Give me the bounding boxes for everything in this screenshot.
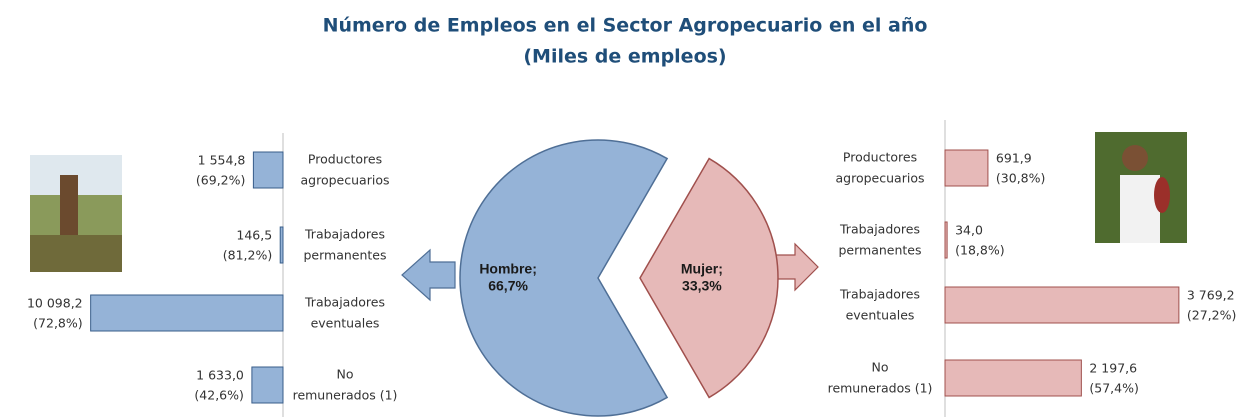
share-label: (27,2%) (1187, 308, 1236, 323)
slice-value-label: 33,3% (682, 278, 722, 294)
value-label: 1 633,0 (196, 368, 244, 383)
share-label: (81,2%) (223, 248, 272, 263)
share-label: (42,6%) (194, 388, 243, 403)
slice-name: Mujer; (681, 261, 723, 277)
bar (279, 226, 284, 264)
value-label: 3 769,2 (1187, 288, 1235, 303)
share-label: (57,4%) (1089, 381, 1138, 396)
category-label: No (872, 360, 889, 375)
category-label: remunerados (1) (293, 388, 398, 403)
bar (944, 359, 1082, 397)
category-label: Trabajadores (304, 295, 385, 310)
value-label: 2 197,6 (1089, 361, 1137, 376)
value-label: 146,5 (236, 228, 272, 243)
subtitle: (Miles de empleos) (523, 46, 726, 68)
arrow-right (774, 242, 819, 292)
title: Número de Empleos en el Sector Agropecua… (323, 15, 928, 37)
category-label: permanentes (838, 243, 921, 258)
share-label: (72,8%) (33, 316, 82, 331)
photo-man (30, 155, 122, 272)
category-label: Trabajadores (839, 222, 920, 237)
category-label: eventuales (311, 316, 380, 331)
category-label: eventuales (846, 308, 915, 323)
bar (944, 286, 1180, 324)
category-label: remunerados (1) (828, 381, 933, 396)
share-label: (18,8%) (955, 243, 1004, 258)
bar (90, 294, 284, 332)
value-label: 34,0 (955, 223, 983, 238)
value-label: 1 554,8 (198, 153, 246, 168)
category-label: No (337, 367, 354, 382)
bar (252, 151, 284, 189)
category-label: permanentes (303, 248, 386, 263)
value-label: 691,9 (996, 151, 1032, 166)
pie-slice (459, 139, 669, 417)
share-label: (30,8%) (996, 171, 1045, 186)
photo-woman (1095, 132, 1187, 243)
category-label: Productores (308, 152, 382, 167)
arrow-left (401, 248, 456, 302)
category-label: Trabajadores (304, 227, 385, 242)
category-label: Productores (843, 150, 917, 165)
value-label: 10 098,2 (27, 296, 83, 311)
slice-value-label: 66,7% (488, 278, 528, 294)
bar (251, 366, 284, 404)
bar (944, 149, 989, 187)
category-label: Trabajadores (839, 287, 920, 302)
bar (944, 221, 948, 259)
pie-slice (639, 157, 779, 399)
share-label: (69,2%) (196, 173, 245, 188)
category-label: agropecuarios (836, 171, 925, 186)
slice-name: Hombre; (479, 261, 537, 277)
category-label: agropecuarios (301, 173, 390, 188)
